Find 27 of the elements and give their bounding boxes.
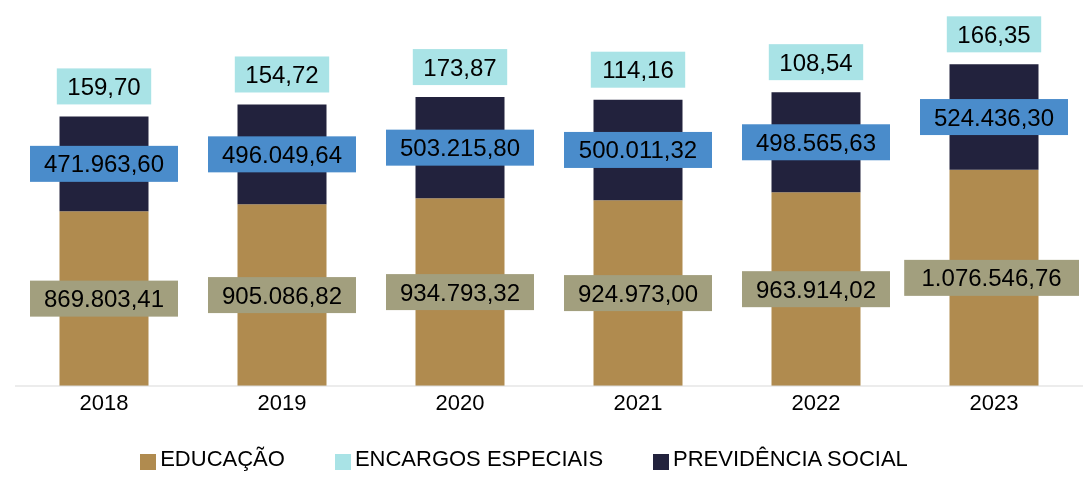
x-tick-label: 2023 [969, 389, 1019, 415]
data-label: 173,87 [423, 53, 497, 81]
data-label: 503.215,80 [399, 134, 521, 162]
data-label: 498.565,63 [755, 128, 877, 156]
data-label: 154,72 [245, 60, 319, 88]
legend-label: EDUCAÇÃO [160, 446, 285, 471]
data-label: 159,70 [67, 72, 141, 100]
data-label: 905.086,82 [221, 281, 343, 309]
data-label: 500.011,32 [578, 136, 698, 164]
data-label: 114,16 [602, 56, 674, 84]
data-label: 108,54 [779, 48, 853, 76]
data-label: 924.973,00 [577, 279, 699, 307]
legend-label: ENCARGOS ESPECIAIS [354, 446, 604, 471]
data-label: 496.049,64 [221, 140, 343, 168]
x-tick-label: 2018 [79, 389, 129, 415]
data-label: 1.076.546,76 [921, 264, 1062, 292]
x-tick-label: 2019 [257, 389, 307, 415]
x-tick-label: 2022 [791, 389, 841, 415]
data-label: 166,35 [957, 20, 1031, 48]
data-label: 963.914,02 [755, 275, 877, 303]
data-label: 471.963,60 [43, 150, 165, 178]
x-tick-label: 2020 [435, 389, 485, 415]
data-label: 524.436,30 [933, 103, 1055, 131]
x-tick-label: 2021 [613, 389, 663, 415]
data-label: 934.793,32 [399, 278, 521, 306]
legend-label: PREVIDÊNCIA SOCIAL [673, 446, 908, 471]
data-label: 869.803,41 [43, 285, 165, 313]
